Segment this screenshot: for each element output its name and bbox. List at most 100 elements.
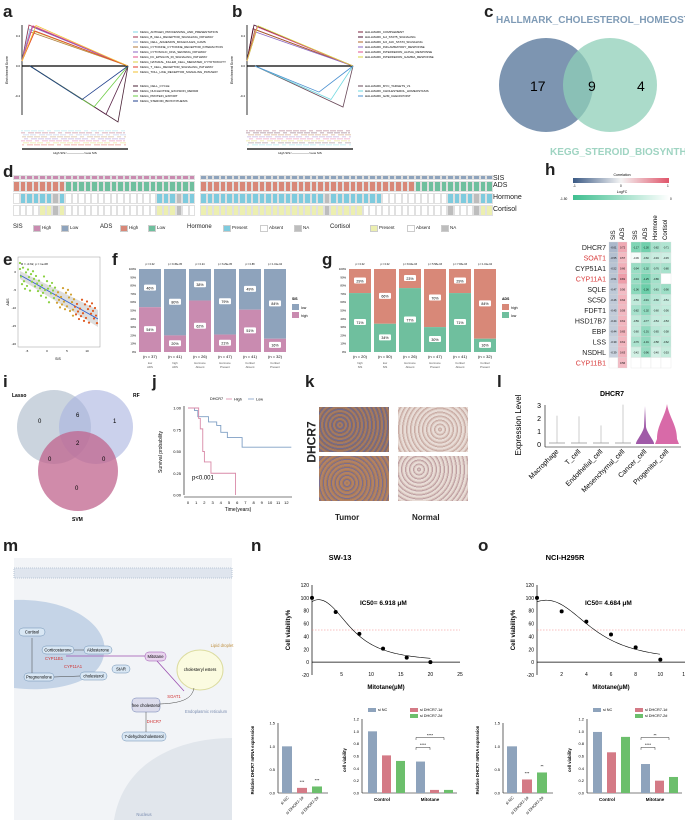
column-label: ADS [643,228,649,240]
x-tick-label: 7 [244,500,247,505]
x-tick-label: 20 [428,672,434,678]
heatmap-cell [486,175,493,180]
column-label: SIS [633,230,639,240]
heatmap-cell [414,175,421,180]
cyp11b1-label: CYP11B1 [45,656,64,661]
legend-title: ADS [100,224,113,230]
scatter-point [75,302,79,306]
y-tick-label: 60 [303,622,309,628]
bar [655,780,664,793]
fc-value: -0.58 [653,341,659,344]
fc-value: -0.60 [643,257,649,260]
data-label-bg [429,336,441,343]
significance-label: **** [427,732,434,737]
heatmap-cell [19,181,26,192]
heatmap-row-label: ADS [493,182,508,189]
ihc-panel-k: DHCR7 Tumor Normal [305,395,495,530]
violin-shape [635,405,655,444]
corr-value: 0.56 [620,288,626,292]
bar [607,752,616,793]
group-label: Present [430,365,440,369]
data-point [609,632,613,637]
heatmap-cell [297,181,304,192]
scatter-point [51,289,55,292]
scatter-plot-e: R = -0.62, p = 1e-08 -5 0 5 10 0 -5 -10 -15 -20 SI… [6,256,101,361]
data-label-bg [194,281,206,288]
legend-label: HALLMARK_G2M_CHECKPOINT [365,94,411,98]
scatter-point [76,310,80,313]
corr-value: -0.47 [611,288,617,292]
legend-label: KEGG_CELL_CYCLE [140,84,170,88]
corr-cell [617,357,628,369]
heatmap-cell [473,181,480,192]
y-tick-label: 40 [303,634,309,640]
panel-label-m: m [3,536,19,555]
panel-label-d: d [3,162,14,181]
lipid-droplet-label: Lipid droplet [211,643,235,648]
legend-swatch [33,225,41,232]
gene-label: CYP11B1 [576,361,606,368]
y-tick-label: 1.2 [578,717,584,722]
heatmap-cell [310,193,317,204]
x-axis-label: Mitotane(μM) [367,685,404,691]
fc-value: -0.81 [653,289,659,292]
fc-value: -0.76 [653,268,659,271]
heatmap-cell [323,181,330,192]
heatmap-cell [447,175,454,180]
heatmap-cell [271,205,278,216]
heatmap-cell [375,205,382,216]
legend-label: high [511,306,518,310]
y-tick-label: 0.75 [173,427,182,432]
heatmap-cell [91,175,98,180]
data-label-bg [379,334,391,341]
y-tick-label: 60% [130,300,136,304]
plot-title: NCI-H295R [546,553,585,562]
panel-label-n: n [251,536,262,555]
heatmap-cell [388,205,395,216]
heatmap-cell [232,205,239,216]
annotation-heatmap-d: SIS ADS Hormone Cortisol SIS High Low ADS High Lo… [13,175,522,235]
group-label: Cortisol [245,361,255,365]
x-tick-label: 6 [610,672,613,678]
data-label-bg [479,341,491,348]
data-label-bg [354,277,366,284]
heatmap-cell [226,205,233,216]
x-axis-label: High SIS<----------------->Low SIS [278,151,322,155]
legend-swatch [441,225,449,232]
heatmap-cell [427,193,434,204]
bar [312,786,322,793]
heatmap-cell [206,193,213,204]
heatmap-cell [375,175,382,180]
heatmap-cell [110,181,117,192]
fc-value: -0.49 [653,257,659,260]
data-label-bg [429,294,441,301]
fc-value: -0.60 [633,331,639,334]
legend-label: KEGG_T_CELL_RECEPTOR_SIGNALING_PATHWAY [140,65,213,69]
legend-swatch [635,714,643,718]
heatmap-cell [58,205,65,216]
soat1-label: SOAT1 [167,694,181,699]
n-label: (n = 37) [143,354,158,359]
group-label: high [357,361,363,365]
legend-label: High [129,225,139,230]
heatmap-cell [84,205,91,216]
heatmap-cell [278,175,285,180]
data-point [658,657,663,662]
group-label: low [383,361,388,365]
scatter-point [28,289,32,292]
heatmap-cell [26,205,33,216]
heatmap-cell [149,175,156,180]
column-label: ADS [620,228,626,240]
legend-swatch [260,225,268,232]
heatmap-cell [226,181,233,192]
heatmap-cell [258,181,265,192]
scatter-point [44,296,48,299]
heatmap-cell [149,205,156,216]
heatmap-cell [440,205,447,216]
legend-title: Cortisol [330,224,351,230]
heatmap-cell [323,175,330,180]
group-label: Hormone [404,361,416,365]
y-tick-label: 0.4 [241,34,246,38]
panel-label-b: b [232,2,243,21]
group-label: Cortisol [480,361,490,365]
